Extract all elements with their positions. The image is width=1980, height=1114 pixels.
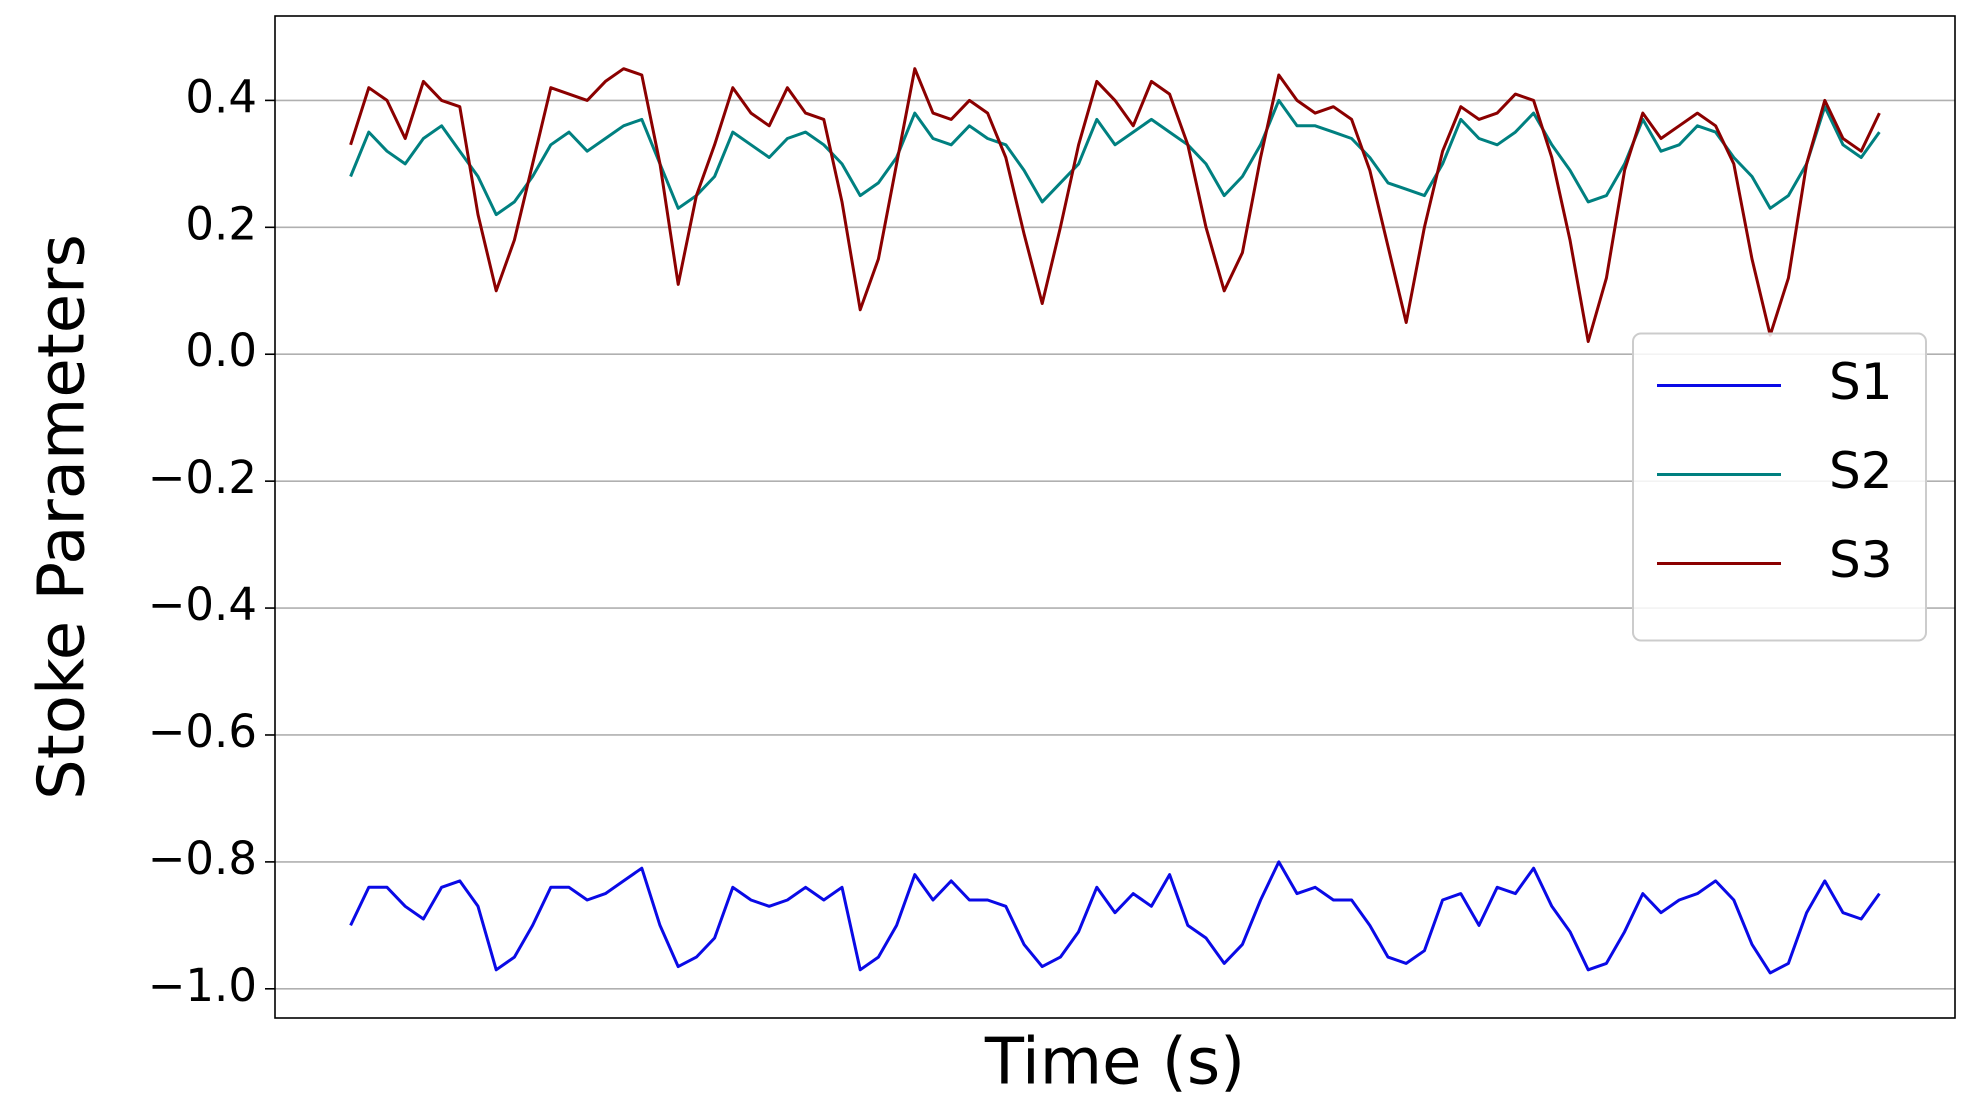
y-tick-label: 0.4 <box>185 70 257 123</box>
y-tick-label: −0.4 <box>148 578 257 631</box>
legend-label: S3 <box>1829 531 1893 589</box>
y-tick-label: −0.6 <box>148 705 257 758</box>
y-tick-label: −0.2 <box>148 451 257 504</box>
x-axis-label: Time (s) <box>984 1026 1245 1100</box>
series-line <box>349 860 1881 975</box>
y-tick-label: 0.0 <box>185 324 257 377</box>
y-tick-label: 0.2 <box>185 197 257 250</box>
plot-frame <box>274 15 1956 1019</box>
y-tick-label: −0.8 <box>148 832 257 885</box>
series-line <box>349 67 1881 343</box>
series-line <box>349 98 1881 217</box>
legend-label: S2 <box>1829 442 1893 500</box>
y-axis-label: Stoke Parameters <box>26 234 100 800</box>
y-tick-label: −1.0 <box>148 959 257 1012</box>
legend-label: S1 <box>1829 353 1893 411</box>
